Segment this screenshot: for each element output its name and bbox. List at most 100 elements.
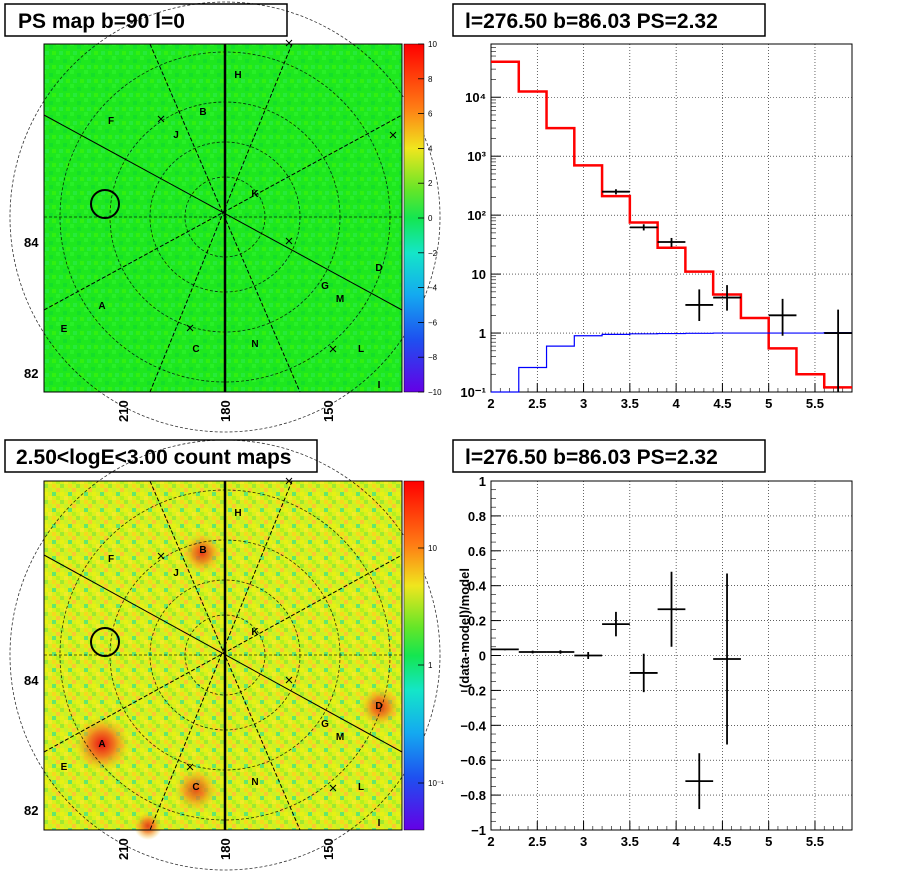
count-map-cbtick-1: 1: [428, 661, 433, 670]
count-map-colorbar: [403, 480, 425, 831]
source-label-G: G: [321, 719, 329, 730]
source-label-M: M: [336, 294, 344, 305]
ps-map-panel: PS map b=90 l=0 H F B J K D GM A E C N L I: [4, 1, 442, 433]
source-label-E: E: [61, 762, 68, 773]
plot-frame: [490, 43, 853, 393]
count-map-panel: 2.50<logE<3.00 count maps H F B J K D GM A E C N L I: [4, 439, 444, 871]
y-tick-label: 10⁻¹: [460, 385, 486, 400]
y-tick-label: 0.2: [468, 614, 486, 629]
count-map-cbtick-0.1: 10⁻¹: [428, 779, 444, 788]
x-tick-label: 2: [487, 834, 494, 849]
x-tick-label: 3: [580, 834, 587, 849]
ps-map-title: PS map b=90 l=0: [18, 10, 185, 33]
y-tick-label: 10: [472, 267, 486, 282]
y-tick-label: −0.6: [460, 753, 486, 768]
y-tick-label: −1: [471, 823, 486, 838]
source-label-A: A: [98, 301, 105, 312]
x-tick-label: 5.5: [806, 396, 824, 411]
roi-circle-bottom: [90, 627, 120, 657]
x-tick-label: 5: [765, 834, 772, 849]
y-tick-label: 1: [479, 474, 486, 489]
source-label-J: J: [173, 130, 179, 141]
x-tick-label: 4.5: [713, 834, 731, 849]
ps-map-colorbar-ticks: 10 8 6 4 2 0 −2 −4 −6 −8 −10: [418, 40, 442, 397]
cb-tick-label: 6: [428, 110, 433, 119]
y-tick-label: 0.8: [468, 509, 486, 524]
hotspot-bottom: [134, 812, 162, 840]
hotspot-d: [360, 687, 400, 727]
source-label-K: K: [251, 627, 259, 638]
source-label-F: F: [108, 116, 114, 127]
source-label-K: K: [251, 189, 259, 200]
source-label-A: A: [98, 739, 105, 750]
count-map-xtick-150: 150: [321, 838, 336, 860]
x-tick-label: 4: [673, 834, 681, 849]
hotspot-c: [174, 768, 218, 812]
ps-map-xtick-150: 150: [321, 400, 336, 422]
count-map-title-box: [4, 439, 318, 473]
y-tick-label: 0.4: [468, 579, 487, 594]
ps-map-axis-ticks: 84 82 210 180 150: [24, 235, 336, 422]
source-label-H: H: [234, 70, 241, 81]
y-tick-label: −0.8: [460, 788, 486, 803]
cross-markers: [157, 39, 397, 353]
y-tick-label: 0: [479, 649, 486, 664]
x-tick-label: 2.5: [528, 834, 546, 849]
ps-map-image: [44, 44, 402, 392]
hotspot-a: [74, 716, 130, 772]
source-label-D: D: [375, 701, 382, 712]
residual-panel: l=276.50 b=86.03 PS=2.32 (data-model)/mo…: [452, 439, 853, 849]
x-tick-label: 5: [765, 396, 772, 411]
y-tick-label: 1: [479, 326, 486, 341]
source-label-L: L: [358, 782, 364, 793]
cb-tick-label: −4: [428, 284, 438, 293]
source-label-C: C: [192, 782, 199, 793]
x-tick-label: 2.5: [528, 396, 546, 411]
count-map-colorbar-ticks: [418, 547, 424, 784]
count-map-meridians: [43, 480, 403, 831]
source-label-N: N: [251, 339, 258, 350]
cb-tick-label: 4: [428, 144, 433, 153]
source-label-B: B: [199, 545, 206, 556]
x-tick-label: 2: [487, 396, 494, 411]
ps-map-xtick-210: 210: [116, 400, 131, 422]
y-tick-label: 10⁴: [465, 90, 486, 105]
spectrum-plot: 2 2.5 3 3.5 4 4.5 5 5.5 10⁴ 10³ 10² 10 1 10⁻¹: [460, 43, 853, 411]
y-tick-label: −0.2: [460, 683, 486, 698]
count-map-cbtick-10: 10: [428, 544, 437, 553]
y-tick-label: −0.4: [460, 718, 486, 733]
ps-map-meridians: [43, 43, 403, 393]
x-tick-label: 3.5: [621, 396, 639, 411]
cb-tick-label: 2: [428, 179, 433, 188]
spectrum-title: l=276.50 b=86.03 PS=2.32: [465, 10, 718, 33]
source-label-L: L: [358, 344, 364, 355]
residual-plot: 2 2.5 3 3.5 4 4.5 5 5.5 1 0.8 0.6 0.4 0.2 0 −0.2 −0.4 −0…: [460, 474, 853, 849]
source-label-D: D: [375, 263, 382, 274]
count-map-xtick-210: 210: [116, 838, 131, 860]
count-map-title: 2.50<logE<3.00 count maps: [16, 446, 291, 469]
y-tick-label: 0.6: [468, 544, 486, 559]
count-map-image: [44, 481, 402, 830]
x-tick-label: 4.5: [713, 396, 731, 411]
residual-title: l=276.50 b=86.03 PS=2.32: [465, 446, 718, 469]
count-map-ytick-84: 84: [24, 673, 39, 688]
ps-map-ytick-82: 82: [24, 366, 38, 381]
y-tick-label: 10³: [467, 149, 486, 164]
source-labels: H F B J K D GM A E C N L I: [61, 70, 383, 391]
model-background-step: [491, 331, 852, 393]
y-tick-label: 10²: [467, 208, 486, 223]
source-label-C: C: [192, 344, 199, 355]
source-labels-bottom: H F B J K D GM A E C N L I: [61, 508, 383, 829]
residual-ylabel: (data-model)/model: [457, 568, 472, 688]
spectrum-panel: l=276.50 b=86.03 PS=2.32 2 2.5 3 3.5 4 4.5 5 5.…: [452, 3, 853, 411]
x-tick-label: 3: [580, 396, 587, 411]
ps-map-title-box: [4, 3, 288, 37]
cb-tick-label: 10: [428, 40, 437, 49]
source-label-I: I: [378, 818, 381, 829]
count-map-ytick-82: 82: [24, 803, 38, 818]
source-label-E: E: [61, 324, 68, 335]
source-label-J: J: [173, 568, 179, 579]
ps-map-ytick-84: 84: [24, 235, 39, 250]
residual-title-box: [452, 439, 766, 473]
